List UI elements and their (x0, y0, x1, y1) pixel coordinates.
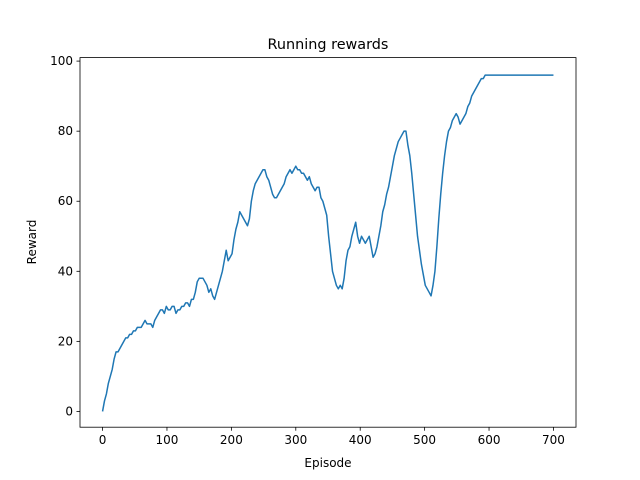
chart-title: Running rewards (268, 37, 389, 53)
x-axis: 0 100 200 300 400 500 600 700 (99, 427, 565, 447)
x-tick-label: 100 (156, 433, 179, 447)
y-tick-label: 40 (58, 264, 73, 278)
plot-area (101, 74, 554, 412)
series-line-0 (101, 74, 554, 412)
y-tick-label: 80 (58, 124, 73, 138)
x-tick-label: 0 (99, 433, 107, 447)
y-tick-label: 0 (65, 404, 73, 418)
x-tick-label: 600 (478, 433, 501, 447)
x-tick-label: 300 (284, 433, 307, 447)
x-axis-label: Episode (304, 456, 351, 470)
y-axis-label: Reward (25, 220, 39, 265)
x-tick-label: 200 (220, 433, 243, 447)
plot-frame (79, 57, 577, 428)
y-tick-label: 20 (58, 334, 73, 348)
x-tick-label: 400 (349, 433, 372, 447)
y-tick-label: 100 (50, 54, 73, 68)
x-tick-label: 500 (413, 433, 436, 447)
y-axis: 0 20 40 60 80 100 (50, 54, 80, 418)
x-tick-label: 700 (542, 433, 565, 447)
y-tick-label: 60 (58, 194, 73, 208)
